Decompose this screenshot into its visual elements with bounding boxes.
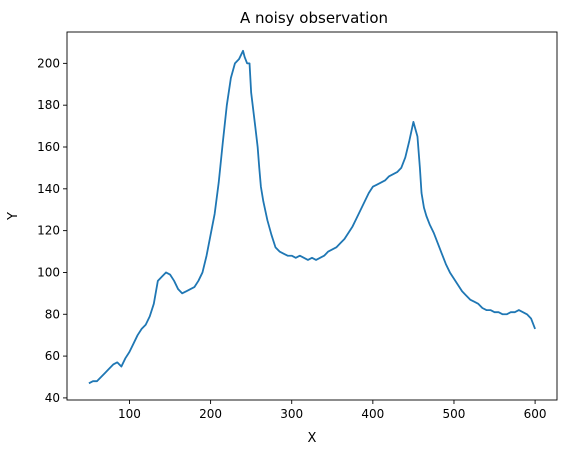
y-axis-title: Y bbox=[6, 212, 21, 221]
y-tick-label: 120 bbox=[37, 224, 60, 238]
plot-frame bbox=[66, 31, 558, 401]
y-tick-label: 140 bbox=[37, 182, 60, 196]
x-tick-label: 500 bbox=[443, 407, 466, 421]
y-tick-label: 60 bbox=[45, 349, 60, 363]
plot-area bbox=[67, 32, 557, 400]
x-tick-label: 300 bbox=[280, 407, 303, 421]
x-tick-label: 600 bbox=[524, 407, 547, 421]
y-tick-label: 180 bbox=[37, 98, 60, 112]
x-axis: 100 200 300 400 500 600 bbox=[118, 400, 547, 421]
y-tick-label: 40 bbox=[45, 391, 60, 405]
series-line bbox=[88, 49, 536, 385]
x-tick-label: 400 bbox=[361, 407, 384, 421]
x-axis-title: X bbox=[308, 431, 317, 446]
y-tick-label: 100 bbox=[37, 265, 60, 279]
chart-title: A noisy observation bbox=[240, 9, 388, 27]
x-tick-label: 100 bbox=[118, 407, 141, 421]
y-tick-label: 160 bbox=[37, 140, 60, 154]
x-tick-label: 200 bbox=[199, 407, 222, 421]
y-tick-label: 200 bbox=[37, 56, 60, 70]
y-tick-label: 80 bbox=[45, 307, 60, 321]
y-axis: 40 60 80 100 120 140 160 180 200 bbox=[37, 56, 67, 405]
